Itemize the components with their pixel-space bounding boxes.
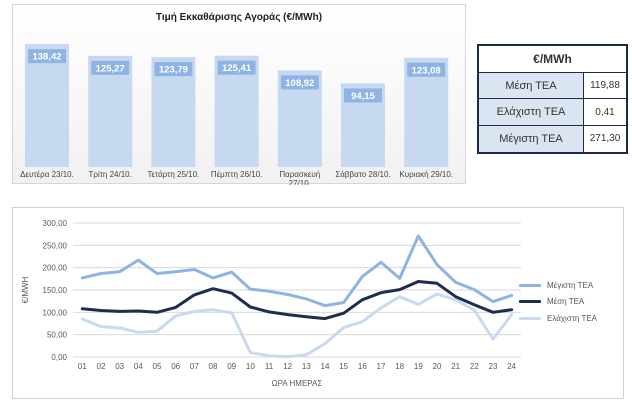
bar-category-label: Τετάρτη 25/10. xyxy=(148,170,200,179)
stats-table: €/MWh Μέση ΤΕΑ 119,88 Ελάχιστη ΤΕΑ 0,41 … xyxy=(477,44,628,154)
x-tick-label: 24 xyxy=(507,362,516,371)
x-tick-label: 17 xyxy=(377,362,386,371)
bar-category-line: Κυριακή 29/10. xyxy=(399,170,453,179)
legend-item-min: Ελάχιστη ΤΕΑ xyxy=(519,313,597,323)
bar-value-label: 94,15 xyxy=(351,91,375,102)
bar-category-label: Πέμπτη 26/10. xyxy=(211,170,263,179)
y-tick-label: 300,00 xyxy=(43,219,68,228)
series-line xyxy=(80,280,514,321)
bar-value-label: 123,08 xyxy=(412,65,441,76)
x-tick-label: 02 xyxy=(97,362,106,371)
stats-value-mean: 119,88 xyxy=(583,71,628,100)
bar-value-label: 123,79 xyxy=(159,65,188,76)
bar-category-line: Σάββατο 28/10. xyxy=(335,170,390,179)
stats-value-max: 271,30 xyxy=(583,124,628,154)
y-tick-label: 250,00 xyxy=(43,241,68,250)
x-tick-label: 13 xyxy=(302,362,311,371)
bar-value-label: 138,42 xyxy=(32,52,61,63)
x-tick-label: 05 xyxy=(153,362,162,371)
bar-chart: 138,42 Δευτέρα 23/10. 125,27 Τρίτη 24/10. 12… xyxy=(20,44,453,185)
y-tick-label: 0,00 xyxy=(51,353,67,362)
bar-category-line: Δευτέρα 23/10. xyxy=(20,170,74,179)
y-tick-label: 100,00 xyxy=(43,308,68,317)
x-tick-label: 11 xyxy=(265,362,274,371)
bar-category-label: Σάββατο 28/10. xyxy=(335,170,390,179)
x-tick-label: 23 xyxy=(489,362,498,371)
x-tick-label: 01 xyxy=(78,362,87,371)
series-line xyxy=(80,234,514,308)
x-tick-label: 09 xyxy=(227,362,236,371)
x-tick-label: 08 xyxy=(209,362,218,371)
x-tick-label: 10 xyxy=(246,362,255,371)
bar-chart-title: Τιμή Εκκαθάρισης Αγοράς (€/MWh) xyxy=(155,12,323,23)
stats-header: €/MWh xyxy=(477,44,628,73)
y-axis-title: €/MWH xyxy=(21,276,30,303)
bar-label-bg xyxy=(407,62,446,77)
x-tick-label: 15 xyxy=(339,362,348,371)
legend-item-max: Μέγιστη ΤΕΑ xyxy=(519,280,593,290)
x-tick-label: 12 xyxy=(283,362,292,371)
bar-category-line: 27/10. xyxy=(289,179,311,185)
legend-label-max: Μέγιστη ΤΕΑ xyxy=(547,280,594,290)
stats-label-mean: Μέση ΤΕΑ xyxy=(477,71,584,100)
legend-label-mean: Μέση ΤΕΑ xyxy=(547,296,585,306)
legend-swatch-mean xyxy=(519,299,541,303)
legend-swatch-max xyxy=(519,283,541,287)
legend-swatch-min xyxy=(519,316,541,320)
x-tick-label: 07 xyxy=(190,362,199,371)
x-tick-label: 19 xyxy=(414,362,423,371)
x-axis-title: ΩΡΑ ΗΜΕΡΑΣ xyxy=(272,379,323,388)
bar-value-label: 108,92 xyxy=(285,78,314,89)
x-tick-label: 20 xyxy=(433,362,442,371)
bar-category-line: Παρασκευή xyxy=(279,170,320,179)
stats-row: Μέγιστη ΤΕΑ 271,30 xyxy=(477,124,628,154)
bar-category-line: Τρίτη 24/10. xyxy=(89,170,132,179)
y-tick-label: 50,00 xyxy=(47,331,68,340)
x-tick-label: 04 xyxy=(134,362,143,371)
bar-category-label: Παρασκευή 27/10. xyxy=(279,170,320,185)
stats-row: Μέση ΤΕΑ 119,88 xyxy=(477,71,628,100)
stats-value-min: 0,41 xyxy=(583,98,628,126)
bar-value-label: 125,27 xyxy=(96,63,125,74)
series-line xyxy=(80,292,514,359)
bar-category-line: Τετάρτη 25/10. xyxy=(148,170,200,179)
bar-chart-panel: Τιμή Εκκαθάρισης Αγοράς (€/MWh) 138,42 Δε… xyxy=(12,4,466,185)
bar-label-bg xyxy=(154,62,193,77)
bar-label-bg xyxy=(28,49,66,64)
line-chart-panel: 0,00 50,00 100,00 150,00 200,00 250,00 300,00 0… xyxy=(12,207,624,399)
line-chart: 0,00 50,00 100,00 150,00 200,00 250,00 300,00 0… xyxy=(21,219,521,388)
bar-label-bg xyxy=(344,88,382,103)
bar-label-bg xyxy=(280,75,319,90)
bar-category-line: Πέμπτη 26/10. xyxy=(211,170,263,179)
y-tick-label: 150,00 xyxy=(43,286,68,295)
bar-value-label: 125,41 xyxy=(222,63,252,74)
bar-label-bg xyxy=(217,60,256,75)
x-tick-label: 21 xyxy=(451,362,460,371)
legend-label-min: Ελάχιστη ΤΕΑ xyxy=(547,313,597,323)
y-tick-label: 200,00 xyxy=(43,264,68,273)
bar-category-label: Κυριακή 29/10. xyxy=(399,170,453,179)
bar xyxy=(25,44,69,167)
bar-category-label: Δευτέρα 23/10. xyxy=(20,170,74,179)
x-tick-label: 16 xyxy=(358,362,367,371)
x-tick-label: 18 xyxy=(395,362,404,371)
stats-row: Ελάχιστη ΤΕΑ 0,41 xyxy=(477,98,628,126)
bar-label-bg xyxy=(91,60,130,75)
x-tick-label: 06 xyxy=(171,362,180,371)
bar-category-label: Τρίτη 24/10. xyxy=(89,170,132,179)
x-tick-label: 22 xyxy=(470,362,479,371)
stats-label-max: Μέγιστη ΤΕΑ xyxy=(477,124,584,154)
legend-item-mean: Μέση ΤΕΑ xyxy=(519,296,584,306)
x-tick-label: 14 xyxy=(321,362,330,371)
stats-label-min: Ελάχιστη ΤΕΑ xyxy=(477,98,584,126)
x-tick-label: 03 xyxy=(115,362,124,371)
